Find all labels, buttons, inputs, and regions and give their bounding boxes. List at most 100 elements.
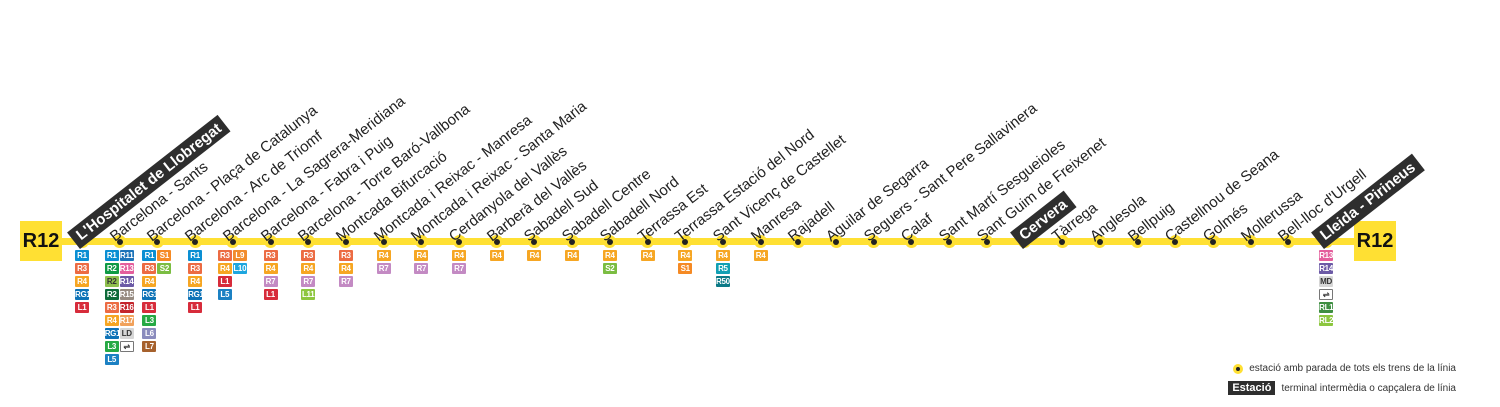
station-stop-barcelona-torre-bar-vallbona[interactable]	[301, 235, 315, 248]
connections-column: R13 R14 MD ⇌ RL1 RL2	[1319, 250, 1334, 326]
connections-column: R3 R4 R7 L1	[263, 250, 278, 300]
stop-dot-center	[682, 238, 689, 245]
station-stop-terrassa-est[interactable]	[641, 235, 654, 248]
station-stop-sabadell-sud[interactable]	[527, 235, 541, 248]
connection-badge-r1: R1	[188, 250, 203, 261]
connection-badge-r4: R4	[527, 250, 542, 261]
station-stop-montcada-i-reixac-santa-maria[interactable]	[414, 235, 428, 248]
stop-dot-center	[644, 238, 651, 245]
connection-badge-r3: R3	[188, 263, 203, 274]
station-stop-golm-s[interactable]	[1206, 235, 1220, 248]
connection-badge-l11: L11	[301, 289, 316, 300]
connection-badge-r4: R4	[602, 250, 617, 261]
connection-badge-r5: R5	[715, 263, 730, 274]
connection-badge-s1: S1	[678, 263, 693, 274]
stop-dot-center	[418, 238, 425, 245]
station-stop-castellnou-de-seana[interactable]	[1168, 235, 1182, 248]
legend-stop: estació amb parada de tots els trens de …	[1233, 363, 1456, 374]
connection-badge-r3: R3	[75, 263, 89, 274]
connections-column: R11 R13 R14 R15 R16 R17 LD ⇌	[119, 250, 134, 352]
station-stop-calaf[interactable]	[904, 235, 918, 248]
connection-badge-r7: R7	[452, 263, 466, 274]
stop-dot-center	[1134, 238, 1141, 245]
connection-badge-r2-nord: R2	[104, 276, 119, 287]
stop-dot-center	[305, 238, 312, 245]
connection-badge-l1: L1	[217, 276, 232, 287]
connection-badge-r4: R4	[75, 276, 89, 287]
station-stop-montcada-bifurcaci[interactable]	[339, 235, 353, 248]
connection-badge-r4: R4	[452, 250, 466, 261]
connection-badge-r7: R7	[263, 276, 278, 287]
stop-dot-center	[493, 238, 500, 245]
station-stop-seguers-sant-pere-sallavinera[interactable]	[867, 235, 881, 248]
stop-dot-center	[267, 238, 274, 245]
stop-dot-center	[719, 238, 726, 245]
connection-badge-r1: R1	[142, 250, 157, 261]
line-badge-left: R12	[20, 221, 62, 261]
stop-dot-center	[1172, 238, 1179, 245]
station-stop-t-rrega[interactable]	[1055, 235, 1069, 248]
station-stop-sant-guim-de-freixenet[interactable]	[980, 235, 994, 248]
connection-badge-l7: L7	[142, 341, 157, 352]
line-track	[62, 238, 1355, 245]
station-stop-aguilar-de-segarra[interactable]	[829, 235, 843, 248]
line-badge-right: R12	[1354, 221, 1396, 261]
connection-badge-r2: R2	[104, 263, 119, 274]
connections-column: R3 R4 R7 L11	[301, 250, 316, 300]
legend-terminal: Estació terminal intermèdia o capçalera …	[1228, 381, 1456, 395]
connections-column: R4	[640, 250, 655, 261]
station-stop-barcelona-pla-a-de-catalunya[interactable]	[150, 235, 164, 248]
connection-badge-r3: R3	[263, 250, 278, 261]
stop-dot-center	[116, 238, 123, 245]
connection-badge-r14: R14	[119, 276, 134, 287]
station-stop-sant-vicen-de-castellet[interactable]	[716, 235, 730, 248]
connections-column: R4 R7	[452, 250, 466, 274]
stop-dot-center	[1096, 238, 1103, 245]
connection-badge-rl1: RL1	[1319, 302, 1334, 313]
connection-badge-l1: L1	[75, 302, 89, 313]
station-stop-sabadell-centre[interactable]	[565, 235, 579, 248]
station-stop-barcelona-sants[interactable]	[113, 235, 127, 248]
station-stop-barber-del-vall-s[interactable]	[490, 235, 504, 248]
station-stop-manresa[interactable]	[754, 235, 768, 248]
stop-dot-center	[1210, 238, 1216, 245]
station-stop-barcelona-la-sagrera-meridiana[interactable]	[226, 235, 240, 248]
stop-dot-center	[531, 238, 538, 245]
station-stop-bellpuig[interactable]	[1131, 235, 1145, 248]
station-stop-rajadell[interactable]	[791, 235, 805, 248]
connection-badge-r1: R1	[75, 250, 89, 261]
station-stop-sant-mart-sesgueioles[interactable]	[942, 235, 956, 248]
connection-badge-r4: R4	[678, 250, 693, 261]
connections-column: R4	[753, 250, 768, 261]
station-stop-bell-lloc-d-urgell[interactable]	[1281, 235, 1295, 248]
station-stop-montcada-i-reixac-manresa[interactable]	[377, 235, 391, 248]
station-stop-barcelona-fabra-i-puig[interactable]	[264, 235, 277, 248]
connection-badge-r4: R4	[414, 250, 429, 261]
connection-badge-l5: L5	[217, 289, 232, 300]
station-stop-anglesola[interactable]	[1093, 235, 1107, 248]
connections-column: S1 S2	[157, 250, 172, 274]
connections-column: R3 R4 R7	[338, 250, 353, 287]
connection-badge-r4: R4	[753, 250, 768, 261]
connection-badge-r13: R13	[119, 263, 134, 274]
connection-badge-ld: LD	[119, 328, 134, 339]
stop-dot-center	[1247, 238, 1254, 245]
connection-badge-r7: R7	[301, 276, 316, 287]
connection-badge-r4: R4	[142, 276, 157, 287]
station-stop-terrassa-estaci-del-nord[interactable]	[678, 235, 692, 248]
stop-dot-center	[946, 238, 953, 245]
stop-dot-center	[870, 238, 877, 245]
connection-badge-r4: R4	[489, 250, 504, 261]
connection-badge-r15: R15	[119, 289, 134, 300]
connection-badge-l1: L1	[188, 302, 203, 313]
connections-column: R4 R7	[414, 250, 429, 274]
connection-badge-r1: R1	[104, 250, 119, 261]
station-stop-mollerussa[interactable]	[1244, 235, 1258, 248]
station-stop-sabadell-nord[interactable]	[603, 235, 617, 248]
station-stop-cerdanyola-del-vall-s[interactable]	[452, 235, 466, 248]
stop-dot-center	[456, 238, 462, 245]
station-stop-barcelona-arc-de-triomf[interactable]	[188, 235, 202, 248]
connections-column: R1 R3 R4 RG1 L1	[75, 250, 89, 313]
stop-dot-center	[1059, 238, 1066, 245]
